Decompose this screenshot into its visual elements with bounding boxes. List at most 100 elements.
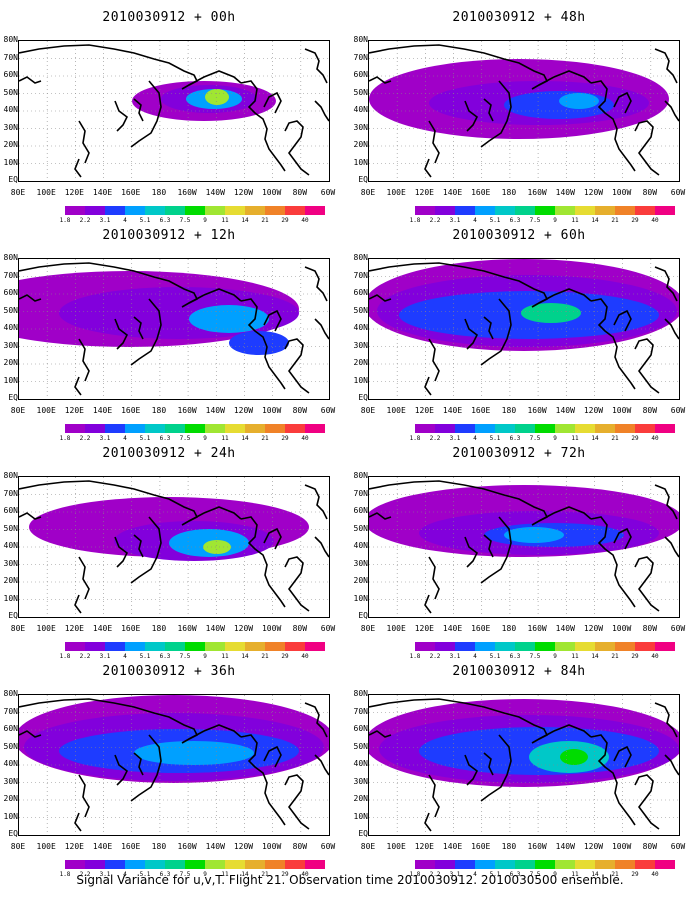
lat-tick-label: 40N — [353, 323, 368, 332]
lat-tick-label: 50N — [353, 305, 368, 315]
colorbar-swatch — [515, 206, 535, 215]
colorbar-swatch — [125, 642, 145, 651]
coastline — [19, 294, 42, 302]
lon-tick-label: 100E — [36, 624, 56, 633]
colorbar-label: 6.3 — [159, 653, 171, 660]
coastline — [634, 556, 660, 612]
colorbar-swatch — [575, 860, 595, 869]
lon-tick-label: 120W — [583, 406, 604, 415]
colorbar-label: 1.8 — [59, 435, 71, 442]
coastline — [304, 702, 328, 738]
colorbar-labels: 1.8 2.2 3.1 4 5.1 6.3 7.5 9 11 14 21 29 40 — [60, 653, 325, 662]
lon-tick-label: 120W — [583, 188, 604, 197]
colorbar-label: 40 — [651, 217, 659, 224]
coastline — [130, 298, 162, 366]
coastline — [130, 734, 162, 802]
lon-tick-label: 140E — [442, 842, 463, 851]
lon-tick-label: 80E — [360, 624, 376, 633]
lon-tick-label: 60W — [320, 188, 336, 197]
coastline — [314, 100, 329, 122]
lon-tick-label: 140E — [442, 624, 463, 633]
colorbar — [415, 860, 675, 869]
lat-tick-label: 60N — [353, 288, 368, 297]
colorbar-swatch — [535, 424, 555, 433]
lat-tick-label: 50N — [3, 87, 18, 97]
colorbar-swatch — [65, 424, 85, 433]
lon-tick-label: 120W — [233, 406, 254, 415]
map-panel: 2010030912 + 60h 80N 70N 60N 50N 40N 30N 20N 10N… — [354, 228, 686, 444]
colorbar-label: 14 — [591, 871, 599, 878]
lat-tick-label: 10N — [353, 157, 368, 167]
colorbar-swatch — [65, 642, 85, 651]
colorbar-swatch — [635, 642, 655, 651]
lon-tick-label: 120E — [414, 842, 434, 851]
colorbar-label: 6.3 — [509, 871, 521, 878]
coastline — [114, 536, 129, 568]
colorbar-label: 9 — [553, 217, 557, 224]
coastline — [130, 516, 162, 584]
colorbar-label: 21 — [261, 435, 269, 442]
colorbar-swatch — [165, 860, 185, 869]
colorbar-label: 1.8 — [409, 217, 421, 224]
lat-tick-label: 10N — [3, 811, 18, 821]
coastline — [664, 536, 679, 558]
colorbar-swatch — [555, 424, 575, 433]
variance-shading — [559, 93, 599, 109]
lon-tick-label: 80E — [10, 842, 26, 851]
colorbar-label: 11 — [221, 217, 229, 224]
colorbar-swatch — [495, 206, 515, 215]
lon-tick-label: 160W — [527, 624, 547, 633]
colorbar-swatch — [225, 206, 245, 215]
colorbar-swatch — [455, 206, 475, 215]
lon-tick-label: 120E — [414, 188, 434, 197]
coastline — [74, 158, 82, 178]
colorbar-label: 1.8 — [59, 653, 71, 660]
coastline — [133, 752, 144, 776]
colorbar-swatch — [285, 860, 305, 869]
lon-tick-label: 180 — [501, 842, 517, 851]
colorbar-label: 7.5 — [179, 871, 191, 878]
colorbar-label: 7.5 — [529, 871, 541, 878]
coastline — [188, 288, 242, 304]
panel-title: 2010030912 + 72h — [452, 446, 586, 461]
colorbar-swatch — [125, 424, 145, 433]
coastline — [133, 316, 144, 340]
colorbar-label: 4 — [473, 217, 477, 224]
coastline — [314, 318, 329, 340]
colorbar-swatch — [415, 206, 435, 215]
lat-tick-label: 60N — [353, 70, 368, 79]
lon-tick-label: 100E — [386, 842, 406, 851]
colorbar-swatch — [455, 642, 475, 651]
colorbar-label: 21 — [611, 435, 619, 442]
lon-tick-label: 80W — [292, 842, 308, 851]
colorbar-swatch — [305, 642, 325, 651]
lat-tick-label: 70N — [3, 706, 18, 716]
colorbar-swatch — [205, 206, 225, 215]
colorbar-swatch — [145, 860, 165, 869]
colorbar-swatch — [475, 642, 495, 651]
coastline — [483, 98, 494, 122]
lat-tick-label: 40N — [3, 541, 18, 550]
coastline — [314, 754, 329, 776]
coastline — [304, 484, 328, 520]
colorbar-label: 14 — [241, 653, 249, 660]
colorbar-swatch — [85, 206, 105, 215]
colorbar — [65, 206, 325, 215]
colorbar-swatch — [655, 424, 675, 433]
colorbar-label: 40 — [301, 435, 309, 442]
colorbar-label: 21 — [611, 653, 619, 660]
lon-tick-label: 100W — [611, 842, 632, 851]
colorbar-label: 4 — [123, 871, 127, 878]
lon-tick-label: 160E — [471, 188, 491, 197]
colorbar-labels: 1.8 2.2 3.1 4 5.1 6.3 7.5 9 11 14 21 29 40 — [60, 217, 325, 226]
lon-tick-labels: 80E 100E 120E 140E 160E 180 160W 140W 120W 100W 80… — [10, 188, 336, 198]
colorbar-label: 6.3 — [159, 871, 171, 878]
lat-tick-label: 80N — [3, 35, 18, 44]
coastline — [424, 594, 432, 614]
lat-tick-label: 60N — [3, 288, 18, 297]
lat-tick-label: 60N — [3, 506, 18, 515]
colorbar-labels: 1.8 2.2 3.1 4 5.1 6.3 7.5 9 11 14 21 29 40 — [410, 435, 675, 444]
colorbar-swatch — [655, 206, 675, 215]
coastline — [78, 774, 90, 818]
colorbar-label: 2.2 — [429, 217, 441, 224]
